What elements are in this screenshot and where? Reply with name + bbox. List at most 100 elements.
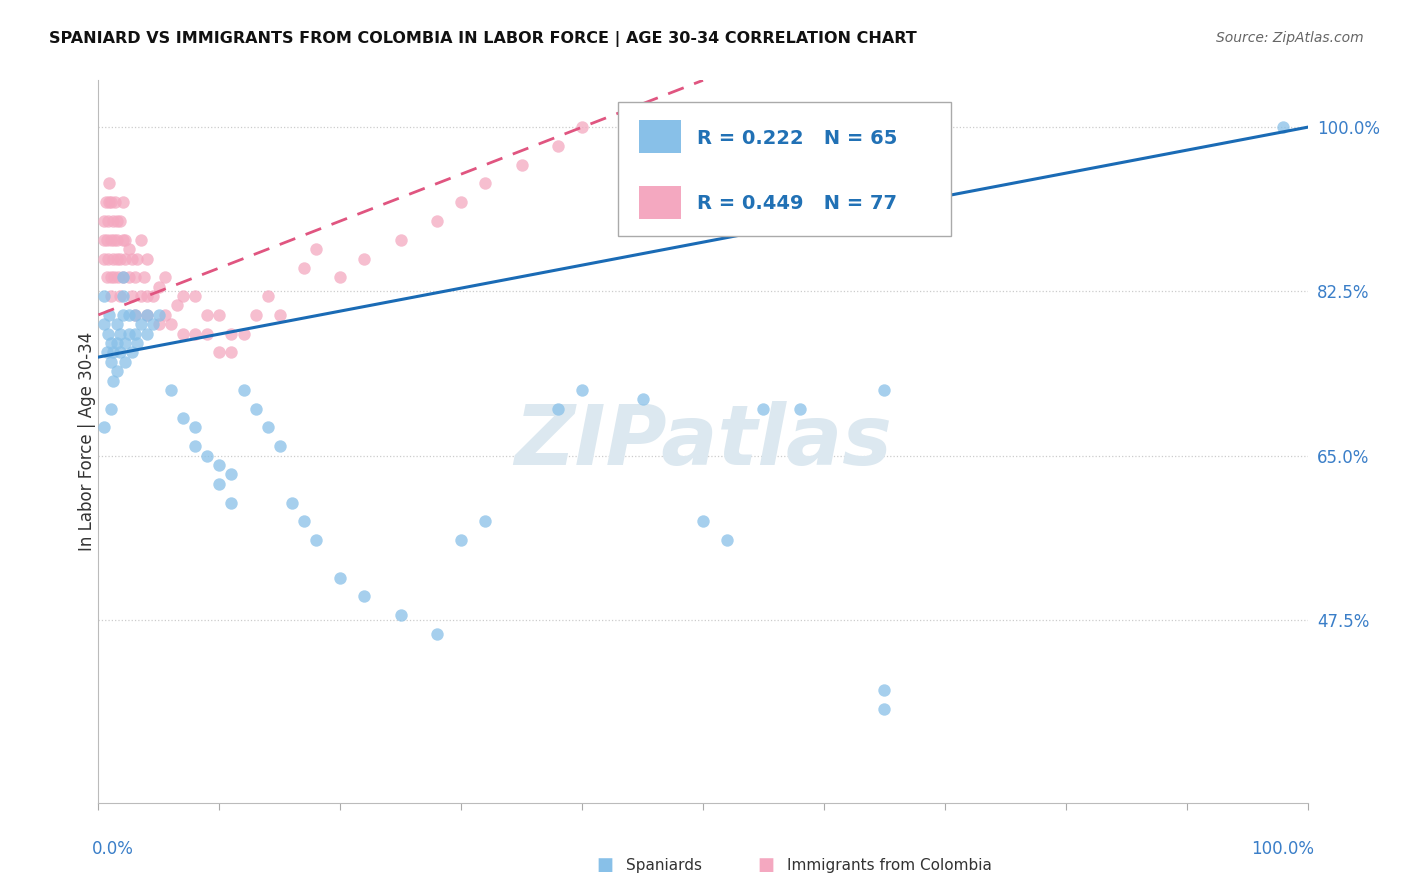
Point: [160, 318, 183, 332]
Point: [221, 326, 243, 341]
Point: [135, 326, 157, 341]
Point: [108, 345, 131, 359]
Point: [105, 318, 128, 332]
Point: [103, 270, 125, 285]
Point: [148, 318, 170, 332]
Point: [111, 233, 134, 247]
Point: [101, 252, 124, 266]
Point: [96, 270, 118, 285]
Point: [245, 401, 267, 416]
Point: [100, 355, 122, 369]
Point: [105, 252, 128, 266]
Point: [101, 374, 124, 388]
Point: [107, 270, 129, 285]
Point: [114, 233, 136, 247]
Point: [105, 214, 128, 228]
Point: [873, 383, 896, 397]
Point: [873, 702, 896, 716]
Point: [232, 326, 254, 341]
Point: [752, 401, 775, 416]
Point: [96, 233, 118, 247]
Point: [305, 242, 328, 256]
Point: [118, 326, 141, 341]
Point: [148, 308, 170, 322]
Point: [208, 458, 231, 472]
Point: [124, 308, 146, 322]
Point: [135, 308, 157, 322]
Point: [135, 289, 157, 303]
Y-axis label: In Labor Force | Age 30-34: In Labor Force | Age 30-34: [79, 332, 96, 551]
Point: [184, 326, 207, 341]
Text: ■: ■: [758, 856, 775, 874]
Point: [450, 195, 472, 210]
Point: [111, 195, 134, 210]
Point: [124, 308, 146, 322]
Point: [269, 308, 291, 322]
Point: [153, 270, 176, 285]
Point: [134, 270, 156, 285]
Point: [98, 308, 121, 322]
Point: [101, 345, 124, 359]
Point: [571, 383, 593, 397]
Point: [160, 383, 183, 397]
Point: [510, 158, 533, 172]
Point: [195, 308, 218, 322]
Point: [100, 336, 122, 351]
Point: [269, 439, 291, 453]
Point: [97, 252, 120, 266]
Point: [100, 401, 122, 416]
Point: [184, 439, 207, 453]
Point: [93, 289, 115, 303]
Point: [127, 252, 149, 266]
Point: [256, 420, 278, 434]
Point: [100, 289, 122, 303]
Point: [172, 289, 194, 303]
Point: [93, 214, 115, 228]
Point: [329, 571, 352, 585]
Point: [153, 308, 176, 322]
Point: [716, 533, 738, 547]
Point: [281, 495, 304, 509]
Point: [631, 120, 654, 135]
Point: [142, 289, 165, 303]
Point: [97, 214, 120, 228]
Point: [789, 401, 811, 416]
Point: [114, 355, 136, 369]
Point: [96, 345, 118, 359]
Point: [129, 289, 152, 303]
Point: [353, 590, 375, 604]
Point: [195, 326, 218, 341]
Point: [292, 260, 315, 275]
Text: Spaniards: Spaniards: [626, 858, 702, 872]
Point: [127, 336, 149, 351]
Point: [208, 345, 231, 359]
Point: [129, 318, 152, 332]
Point: [118, 242, 141, 256]
Point: [93, 252, 115, 266]
Point: [129, 233, 152, 247]
Text: Source: ZipAtlas.com: Source: ZipAtlas.com: [1216, 31, 1364, 45]
Text: R = 0.222   N = 65: R = 0.222 N = 65: [697, 128, 897, 147]
Point: [184, 420, 207, 434]
Text: ■: ■: [596, 856, 613, 874]
Point: [108, 289, 131, 303]
Point: [166, 298, 188, 312]
Point: [873, 683, 896, 698]
Bar: [638, 120, 682, 153]
Point: [93, 318, 115, 332]
Point: [100, 270, 122, 285]
Point: [135, 308, 157, 322]
Point: [121, 252, 143, 266]
Text: SPANIARD VS IMMIGRANTS FROM COLOMBIA IN LABOR FORCE | AGE 30-34 CORRELATION CHAR: SPANIARD VS IMMIGRANTS FROM COLOMBIA IN …: [49, 31, 917, 47]
Point: [256, 289, 278, 303]
Point: [103, 233, 125, 247]
Point: [474, 514, 496, 528]
Point: [135, 252, 157, 266]
Point: [105, 336, 128, 351]
Point: [100, 233, 122, 247]
Text: 0.0%: 0.0%: [91, 840, 134, 858]
Text: 100.0%: 100.0%: [1251, 840, 1315, 858]
Point: [221, 345, 243, 359]
Point: [108, 214, 131, 228]
Point: [547, 401, 569, 416]
